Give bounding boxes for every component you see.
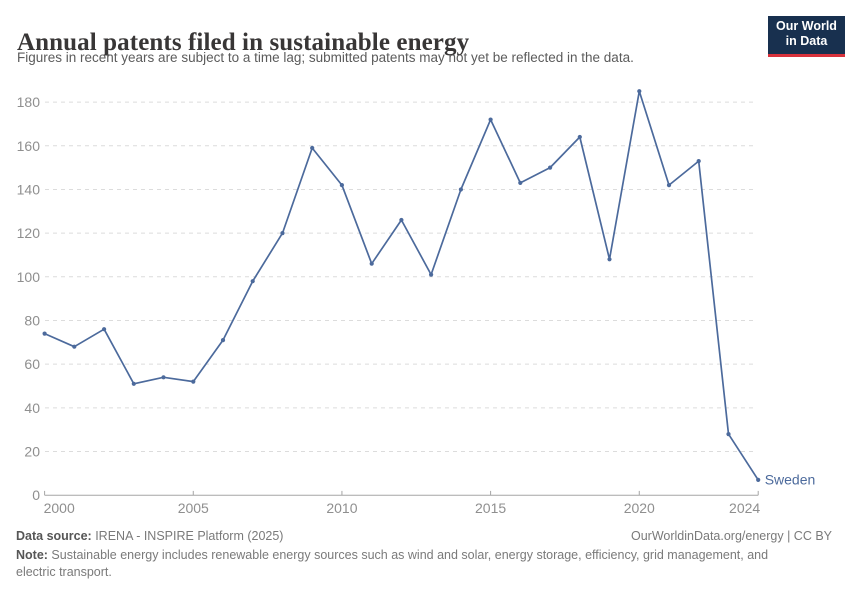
data-point: [696, 159, 701, 164]
note-text: Sustainable energy includes renewable en…: [16, 548, 769, 579]
y-tick-label: 20: [24, 444, 40, 460]
owid-logo-line1: Our World: [776, 19, 837, 33]
series-points-sweden: [42, 89, 761, 482]
data-point: [42, 331, 47, 336]
data-point: [310, 145, 315, 151]
data-source: Data source: IRENA - INSPIRE Platform (2…: [16, 529, 283, 543]
data-source-value: IRENA - INSPIRE Platform (2025): [91, 529, 284, 543]
data-point: [250, 279, 255, 284]
data-point: [458, 187, 463, 192]
entity-label-sweden: Sweden: [765, 471, 816, 487]
y-tick-label: 60: [24, 356, 40, 372]
data-point: [518, 180, 523, 185]
series-line-sweden: [43, 90, 760, 481]
y-tick-label: 40: [24, 400, 40, 416]
y-tick-label: 0: [32, 487, 40, 503]
y-tick-label: 120: [17, 225, 41, 241]
data-source-label: Data source:: [16, 529, 92, 543]
data-point: [220, 338, 226, 343]
chart-subtitle: Figures in recent years are subject to a…: [17, 50, 634, 65]
y-tick-label: 180: [17, 94, 41, 110]
data-point: [607, 257, 612, 262]
x-tick-label: 2005: [178, 500, 209, 516]
y-tick-label: 140: [17, 181, 41, 197]
data-point: [72, 344, 77, 349]
y-tick-label: 100: [17, 269, 41, 285]
x-tick-label: 2010: [326, 500, 357, 516]
y-tick-label: 80: [24, 312, 40, 328]
owid-logo[interactable]: Our World in Data: [768, 16, 845, 57]
data-point: [577, 134, 582, 140]
data-point: [280, 231, 285, 236]
data-point: [637, 89, 642, 94]
data-point: [102, 327, 107, 332]
data-point: [339, 183, 344, 188]
data-point: [191, 379, 196, 384]
data-point: [369, 261, 374, 266]
note-label: Note:: [16, 548, 48, 562]
chart-note: Note: Sustainable energy includes renewa…: [16, 547, 788, 580]
data-point: [756, 477, 761, 482]
x-tick-label: 2020: [624, 500, 655, 516]
chart-area: 0 20 40 60 80 100 120 140 160 180 2000 2005 2010 2015…: [0, 80, 850, 520]
x-axis-labels: 2000 2005 2010 2015 2020 2024: [44, 500, 761, 516]
page-title: Annual patents filed in sustainable ener…: [17, 28, 470, 56]
data-point: [548, 165, 553, 170]
data-point: [399, 217, 404, 223]
data-point: [161, 375, 166, 380]
chart-svg: 0 20 40 60 80 100 120 140 160 180 2000 2005 2010 2015…: [17, 89, 816, 516]
chart-footer: Data source: IRENA - INSPIRE Platform (2…: [16, 529, 832, 580]
y-axis-labels: 0 20 40 60 80 100 120 140 160 180: [17, 94, 41, 503]
data-point: [131, 381, 136, 386]
data-point: [429, 272, 434, 277]
owid-link[interactable]: OurWorldinData.org/energy | CC BY: [630, 529, 832, 543]
data-point: [488, 117, 493, 122]
x-tick-label: 2015: [475, 500, 506, 516]
owid-logo-line2: in Data: [785, 34, 828, 48]
data-point: [666, 183, 672, 188]
x-tick-label: 2024: [729, 500, 760, 516]
data-point: [726, 432, 731, 437]
y-gridlines: [45, 101, 757, 453]
y-tick-label: 160: [17, 138, 41, 154]
x-axis: [44, 490, 759, 496]
x-tick-label: 2000: [44, 500, 75, 516]
